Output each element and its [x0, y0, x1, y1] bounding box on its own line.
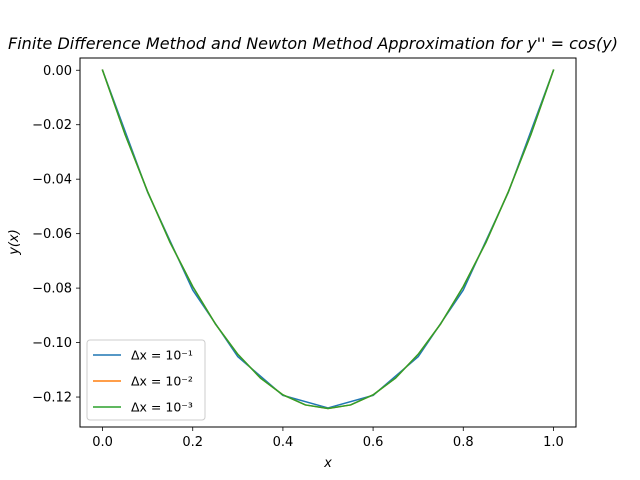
- y-tick-label: 0.00: [43, 64, 72, 79]
- y-axis: 0.00 −0.02 −0.04 −0.06 −0.08 −0.10 −0.12: [32, 64, 80, 406]
- y-tick-label: −0.08: [32, 282, 72, 297]
- y-tick-label: −0.12: [32, 391, 72, 406]
- legend-box: [86, 339, 206, 421]
- x-tick-label: 0.8: [453, 435, 474, 450]
- plot-frame: [79, 57, 577, 428]
- chart-title: Finite Difference Method and Newton Meth…: [8, 34, 618, 53]
- x-axis-label: x: [323, 456, 332, 471]
- series-line-3: [101, 69, 555, 410]
- x-tick-label: 0.0: [92, 435, 113, 450]
- y-tick-label: −0.10: [32, 336, 72, 351]
- legend-label-3: Δx = 10⁻³: [131, 400, 193, 415]
- plot-lines: [101, 69, 555, 410]
- legend-label-2: Δx = 10⁻²: [131, 374, 193, 389]
- x-tick-label: 0.6: [363, 435, 384, 450]
- y-tick-label: −0.06: [32, 227, 72, 242]
- x-tick-label: 0.2: [182, 435, 203, 450]
- y-tick-label: −0.02: [32, 118, 72, 133]
- x-tick-label: 0.4: [273, 435, 294, 450]
- legend: Δx = 10⁻¹ Δx = 10⁻² Δx = 10⁻³: [86, 339, 206, 421]
- x-axis: 0.0 0.2 0.4 0.6 0.8 1.0: [92, 427, 564, 450]
- y-tick-label: −0.04: [32, 173, 72, 188]
- legend-label-1: Δx = 10⁻¹: [131, 348, 193, 363]
- y-axis-label: y(x): [7, 229, 22, 256]
- x-tick-label: 1.0: [543, 435, 564, 450]
